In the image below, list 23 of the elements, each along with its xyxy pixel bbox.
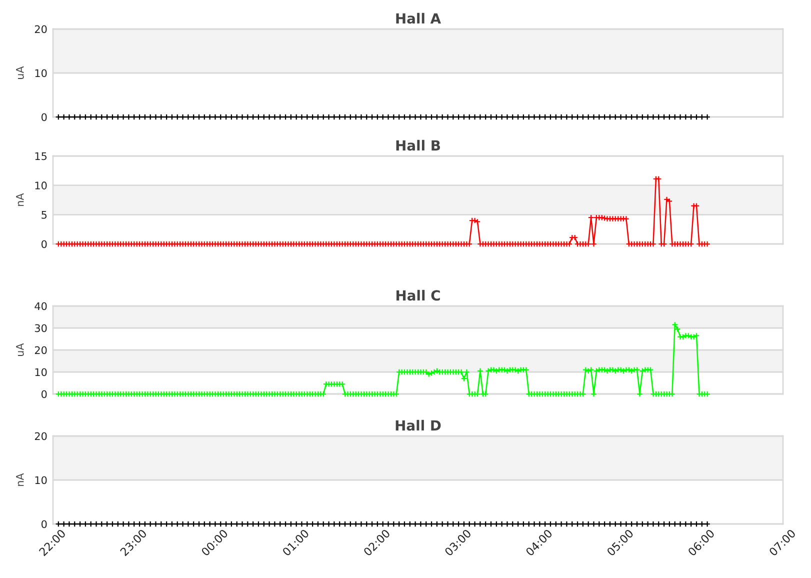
y-tick-label: 0 [42,520,47,528]
y-tick-label: 10 [35,182,47,190]
chart-title: Hall B [396,140,440,151]
y-tick-label: 20 [34,432,47,440]
y-tick-label: 10 [35,368,47,376]
y-tick-label: 20 [34,346,47,354]
chart-title: Hall C [396,290,440,301]
y-tick-label: 0 [42,390,47,398]
y-tick-label: 0 [42,113,47,122]
y-axis-title: nA [16,473,24,486]
y-tick-label: 40 [34,302,47,310]
y-axis-title: uA [16,343,24,356]
y-tick-label: 20 [34,25,47,34]
y-tick-label: 0 [42,240,47,248]
y-axis-title: uA [16,66,24,79]
y-tick-label: 5 [42,211,47,219]
y-tick-label: 15 [35,152,47,160]
y-tick-label: 30 [34,324,47,332]
y-axis-title: nA [16,193,24,206]
y-tick-label: 10 [35,69,47,78]
chart-title: Hall A [396,12,441,24]
y-tick-label: 10 [35,476,47,484]
chart-title: Hall D [396,420,441,431]
